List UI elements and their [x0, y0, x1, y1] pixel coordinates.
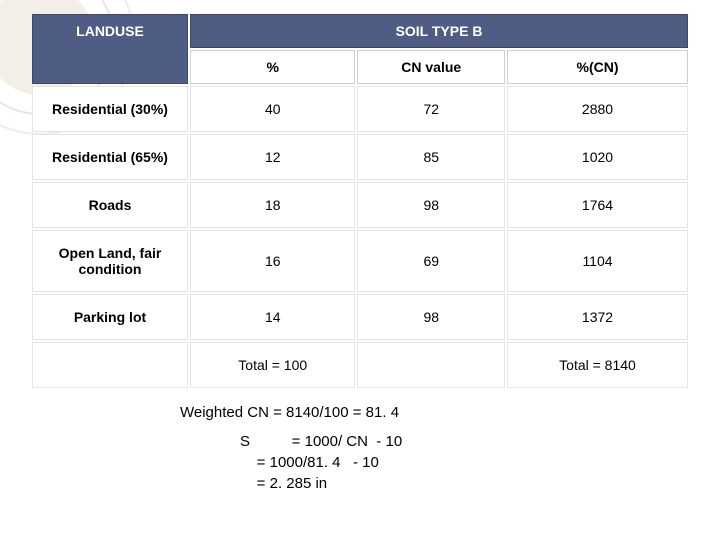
cell-pct: 16 [190, 230, 355, 292]
cell-pct: 18 [190, 182, 355, 228]
cell-pct: 40 [190, 86, 355, 132]
table-row: Parking lot 14 98 1372 [32, 294, 688, 340]
subheader-pcn: %(CN) [507, 50, 688, 84]
cell-cn: 98 [357, 294, 505, 340]
row-label: Roads [32, 182, 188, 228]
table-row: Roads 18 98 1764 [32, 182, 688, 228]
cell-pcn: 1020 [507, 134, 688, 180]
cell-pcn: 2880 [507, 86, 688, 132]
cell-pcn: 1104 [507, 230, 688, 292]
table-row: Residential (65%) 12 85 1020 [32, 134, 688, 180]
cell-cn: 72 [357, 86, 505, 132]
subheader-cn: CN value [357, 50, 505, 84]
row-label: Residential (65%) [32, 134, 188, 180]
weighted-cn-formula: Weighted CN = 8140/100 = 81. 4 [180, 402, 690, 423]
formula-block: Weighted CN = 8140/100 = 81. 4 S = 1000/… [30, 402, 690, 494]
cell-pct: 12 [190, 134, 355, 180]
table-row: Open Land, fair condition 16 69 1104 [32, 230, 688, 292]
subheader-pct: % [190, 50, 355, 84]
content-area: LANDUSE SOIL TYPE B % CN value %(CN) Res… [0, 0, 720, 494]
cell-cn: 85 [357, 134, 505, 180]
cell-cn: 98 [357, 182, 505, 228]
cell-pcn: 1764 [507, 182, 688, 228]
total-pcn: Total = 8140 [507, 342, 688, 388]
row-label: Residential (30%) [32, 86, 188, 132]
cell-cn: 69 [357, 230, 505, 292]
totals-row: Total = 100 Total = 8140 [32, 342, 688, 388]
total-pct: Total = 100 [190, 342, 355, 388]
table-row: Residential (30%) 40 72 2880 [32, 86, 688, 132]
header-landuse: LANDUSE [32, 14, 188, 84]
header-soil-type: SOIL TYPE B [190, 14, 688, 48]
cell-pct: 14 [190, 294, 355, 340]
cell-pcn: 1372 [507, 294, 688, 340]
landuse-cn-table: LANDUSE SOIL TYPE B % CN value %(CN) Res… [30, 12, 690, 390]
row-label: Open Land, fair condition [32, 230, 188, 292]
s-formula: S = 1000/ CN - 10 = 1000/81. 4 - 10 = 2.… [240, 431, 690, 494]
row-label: Parking lot [32, 294, 188, 340]
